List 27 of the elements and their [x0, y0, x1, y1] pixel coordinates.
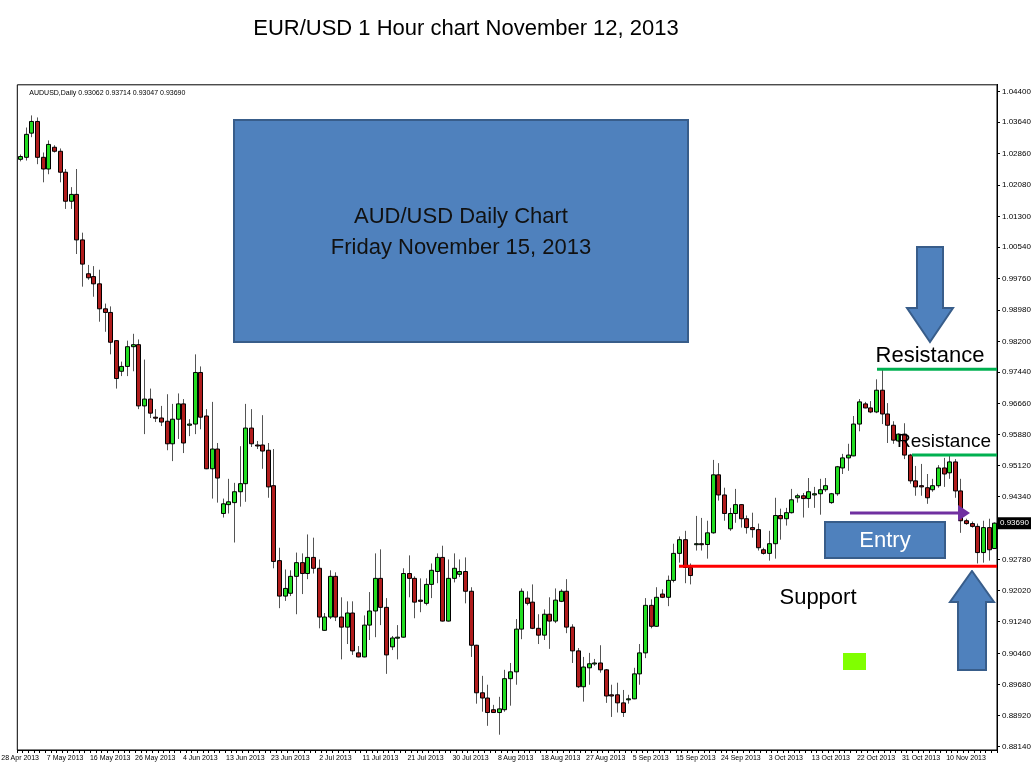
y-tick-label: 0.98200 [1002, 336, 1031, 346]
y-tick-label: 0.96660 [1002, 398, 1031, 408]
y-tick-label: 0.94340 [1002, 492, 1031, 502]
chart-title: EUR/USD 1 Hour chart November 12, 2013 [252, 15, 680, 41]
ref-line-label: Resistance [875, 342, 985, 368]
y-tick-label: 0.90460 [1002, 648, 1031, 658]
y-tick-label: 0.99760 [1002, 273, 1031, 283]
y-tick-label: 1.02860 [1002, 148, 1031, 158]
y-tick-label: 0.88140 [1002, 741, 1031, 751]
annotation: Entry [859, 527, 911, 553]
y-tick-label: 1.03640 [1002, 117, 1031, 127]
y-tick-label: 1.01300 [1002, 211, 1031, 221]
y-tick-label: 1.00540 [1002, 242, 1031, 252]
y-tick-label: 0.97440 [1002, 367, 1031, 377]
y-tick-label: 0.91240 [1002, 617, 1031, 627]
y-tick-label: 0.95880 [1002, 430, 1031, 440]
y-tick-label: 0.89680 [1002, 679, 1031, 689]
y-tick-label: 0.98980 [1002, 305, 1031, 315]
y-tick-label: 0.92780 [1002, 555, 1031, 565]
y-tick-label: 0.92020 [1002, 585, 1031, 595]
y-tick-label: 0.95120 [1002, 460, 1031, 470]
note-box: AUD/USD Daily Chart Friday November 15, 2013 [233, 119, 689, 343]
y-tick-label: 0.88920 [1002, 710, 1031, 720]
annotation: 0.93690 [1000, 518, 1030, 528]
ref-line-label: Support [779, 584, 857, 610]
y-tick-label: 1.02080 [1002, 180, 1031, 190]
y-tick-label: 1.04400 [1002, 86, 1031, 96]
